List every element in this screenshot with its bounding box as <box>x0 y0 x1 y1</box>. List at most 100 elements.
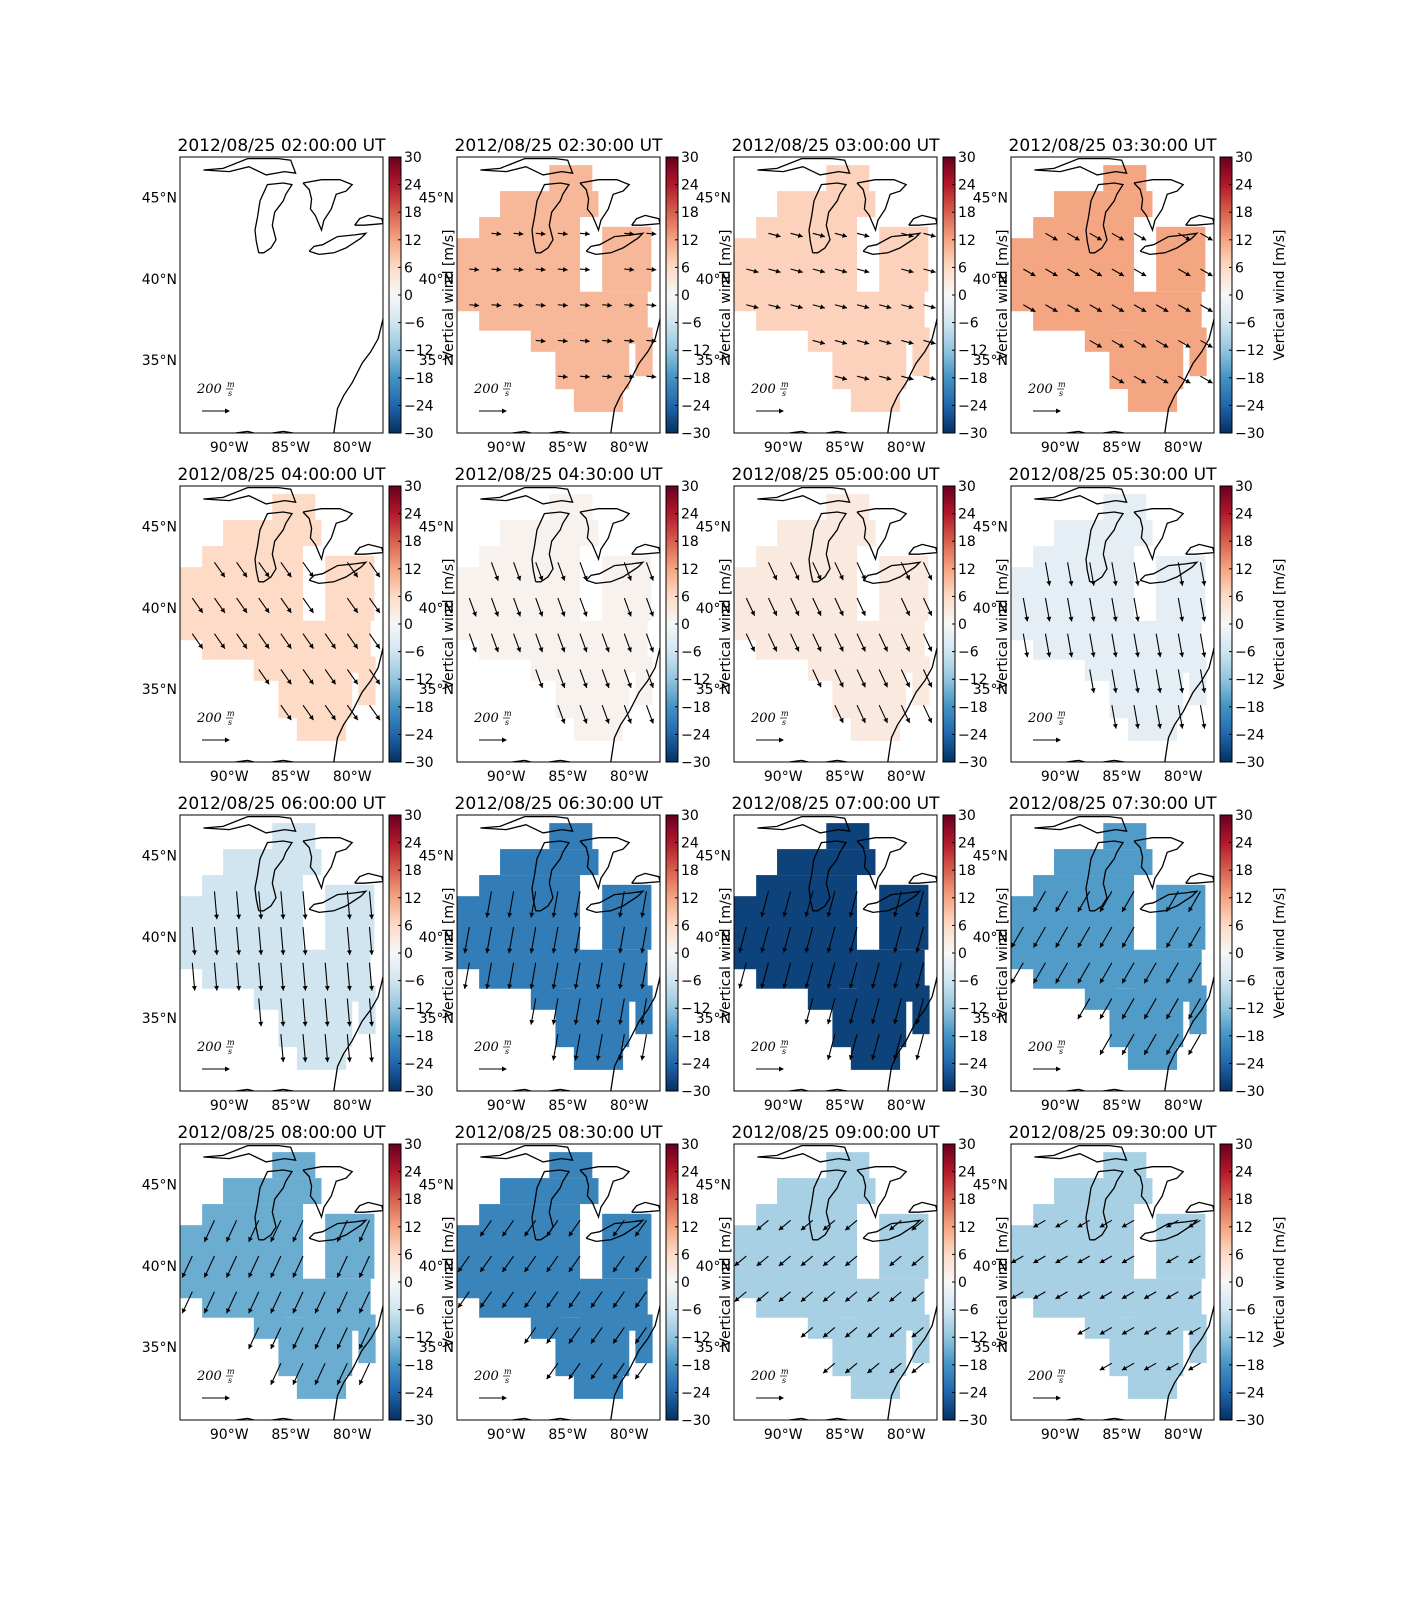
wind-vector <box>226 1291 238 1314</box>
wind-vector <box>879 304 892 310</box>
wind-vector <box>756 1219 769 1231</box>
wind-vector <box>1165 1219 1179 1228</box>
colorbar-tick-label: −12 <box>681 1001 711 1017</box>
y-tick-label: 40°N <box>973 272 1008 288</box>
wind-vector <box>292 1220 304 1243</box>
wind-vector <box>258 926 264 955</box>
x-tick-label: 85°W <box>1102 440 1141 456</box>
coastline <box>302 508 354 562</box>
x-tick-label: 80°W <box>333 769 372 785</box>
wind-vector <box>535 597 544 617</box>
coastline <box>1066 759 1125 762</box>
coastline <box>808 182 848 254</box>
wind-vector <box>579 231 590 237</box>
colorbar-tick-label: 24 <box>958 836 976 852</box>
wind-vector <box>834 633 844 652</box>
wind-vector <box>1188 1255 1201 1264</box>
wind-vector <box>280 597 292 614</box>
coastline <box>531 511 571 583</box>
quiver-key: 200 ms <box>196 380 235 414</box>
panel-title: 2012/08/25 05:00:00 UT <box>732 465 941 485</box>
wind-vector <box>804 926 814 953</box>
x-tick-label: 80°W <box>610 440 649 456</box>
wind-vector <box>573 926 581 954</box>
wind-vector <box>911 1291 924 1303</box>
coastline <box>1185 214 1214 226</box>
coastline <box>757 486 851 505</box>
map-panel: 2012/08/25 06:00:00 UT 200 ms 90°W 85°W 80°W 4… <box>142 794 457 1114</box>
colorbar-tick-label: 30 <box>681 1137 699 1153</box>
wind-vector <box>535 266 546 272</box>
coastline <box>1085 1169 1125 1241</box>
colorbar: 30 24 18 12 6 0 −6 −12 −18 −24 −30 Vertical wind [m… <box>388 1137 457 1429</box>
svg-text:m: m <box>504 1367 512 1376</box>
wind-vector <box>1111 597 1118 622</box>
colorbar-tick-label: 12 <box>958 891 976 907</box>
wind-vector <box>280 998 286 1027</box>
x-tick-label: 85°W <box>271 769 310 785</box>
wind-vector <box>1165 1255 1179 1264</box>
svg-text:200: 200 <box>473 382 499 397</box>
map-panel: 2012/08/25 02:00:00 UT 200 ms 90°W 85°W 80°W 4… <box>142 136 457 456</box>
wind-vector <box>834 669 844 688</box>
wind-vector <box>1067 562 1074 586</box>
wind-vector <box>535 302 546 308</box>
wind-vector <box>893 891 902 918</box>
wind-vector <box>314 1327 326 1350</box>
wind-vector <box>368 962 375 991</box>
coastline <box>254 182 294 254</box>
coastline <box>354 872 383 884</box>
wind-vector <box>923 375 936 381</box>
coastline <box>1164 295 1214 433</box>
wind-vector <box>346 704 359 721</box>
wind-vector <box>346 891 352 920</box>
wind-vector <box>181 1291 193 1314</box>
y-tick-label: 35°N <box>142 1011 177 1027</box>
colorbar-tick-label: −18 <box>958 1358 988 1374</box>
wind-vector <box>524 1291 537 1309</box>
wind-vector <box>623 633 632 653</box>
wind-vector <box>1188 891 1201 913</box>
wind-vector <box>236 597 248 614</box>
colorbar-tick-label: 24 <box>404 507 422 523</box>
wind-vector <box>324 669 337 685</box>
wind-vector <box>645 704 654 724</box>
colorbar: 30 24 18 12 6 0 −6 −12 −18 −24 −30 Vertical wind [m… <box>1219 1137 1288 1429</box>
colorbar-tick-label: −30 <box>1235 426 1265 442</box>
colorbar-tick-label: −12 <box>681 1330 711 1346</box>
wind-vector <box>479 1219 492 1237</box>
wind-vector <box>834 562 844 581</box>
x-tick-label: 90°W <box>764 769 803 785</box>
wind-vector <box>213 597 226 614</box>
wind-vector <box>612 1291 625 1309</box>
wind-vector <box>1044 562 1052 586</box>
wind-vector <box>557 266 568 272</box>
coastline <box>1185 543 1214 555</box>
wind-vector <box>258 998 264 1027</box>
colorbar: 30 24 18 12 6 0 −6 −12 −18 −24 −30 Vertical wind [m… <box>665 1137 734 1429</box>
colorbar-label: Vertical wind [m/s] <box>718 559 734 690</box>
colorbar-tick-label: 30 <box>404 808 422 824</box>
wind-vector <box>1133 633 1140 658</box>
wind-vector <box>889 1327 902 1338</box>
wind-cell <box>602 555 652 621</box>
wind-cell <box>457 1225 482 1299</box>
colorbar-tick-label: 12 <box>681 891 699 907</box>
wind-cell <box>756 217 858 331</box>
wind-vector <box>302 891 308 920</box>
colorbar-tick-label: 18 <box>1235 1192 1253 1208</box>
y-tick-label: 35°N <box>419 1340 454 1356</box>
x-tick-label: 85°W <box>825 440 864 456</box>
wind-vector <box>624 302 635 308</box>
wind-vector <box>1177 562 1185 586</box>
wind-vector <box>479 1291 492 1309</box>
wind-vector <box>1188 1326 1201 1335</box>
wind-vector <box>1133 562 1140 586</box>
wind-vector <box>535 562 544 581</box>
colorbar-tick-label: 18 <box>958 1192 976 1208</box>
svg-text:s: s <box>228 1376 232 1385</box>
svg-text:m: m <box>227 709 235 718</box>
wind-vector <box>1111 669 1118 693</box>
wind-cell <box>180 1225 205 1299</box>
wind-cell <box>1156 1213 1206 1279</box>
